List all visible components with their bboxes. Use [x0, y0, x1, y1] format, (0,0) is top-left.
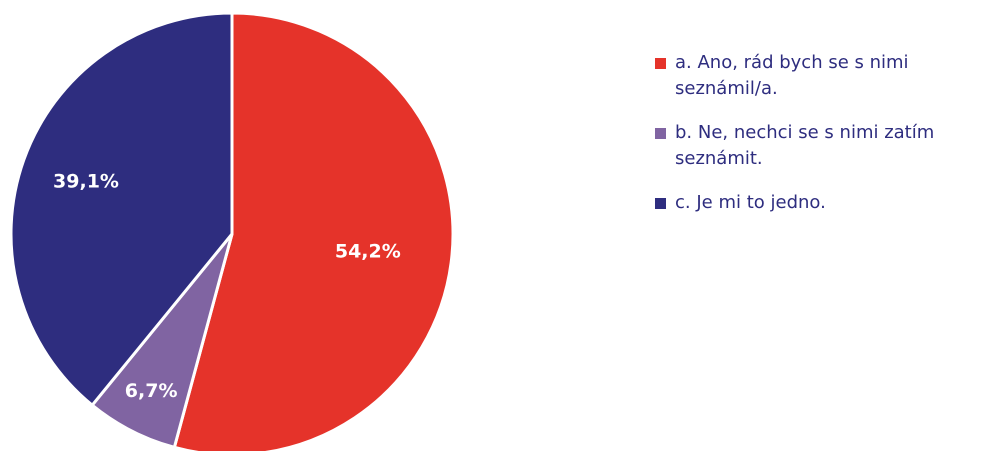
pie: 54,2% 6,7% 39,1%	[9, 11, 455, 451]
value-label: 54,2%	[335, 241, 401, 263]
value-label: 6,7%	[125, 380, 178, 402]
legend-swatch	[655, 198, 666, 209]
legend-item: c. Je mi to jedno.	[655, 190, 995, 216]
legend-swatch	[655, 58, 666, 69]
pie-slice	[9, 11, 234, 408]
value-label: 39,1%	[53, 170, 119, 192]
legend: a. Ano, rád bych se s nimi seznámil/a. b.…	[655, 50, 995, 234]
legend-label: c. Je mi to jedno.	[675, 192, 826, 213]
legend-label: a. Ano, rád bych se s nimi seznámil/a.	[675, 52, 909, 99]
legend-item: a. Ano, rád bych se s nimi seznámil/a.	[655, 50, 995, 102]
legend-label: b. Ne, nechci se s nimi zatím seznámit.	[675, 122, 935, 169]
legend-item: b. Ne, nechci se s nimi zatím seznámit.	[655, 120, 995, 172]
pie-slice	[172, 11, 455, 451]
legend-swatch	[655, 128, 666, 139]
